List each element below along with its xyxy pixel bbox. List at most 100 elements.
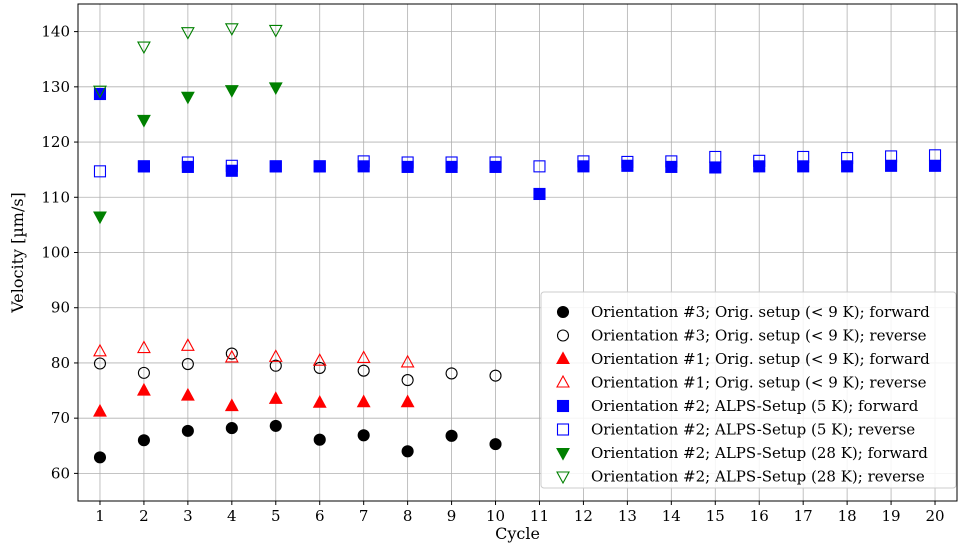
x-tick-label: 15 xyxy=(706,507,725,525)
data-point xyxy=(137,434,150,447)
data-point xyxy=(93,211,107,225)
data-point xyxy=(709,161,722,174)
data-point xyxy=(313,160,326,173)
data-point xyxy=(885,150,898,163)
data-point xyxy=(928,159,942,172)
data-point xyxy=(93,165,107,178)
data-point xyxy=(313,361,326,374)
x-tick-label: 8 xyxy=(403,507,413,525)
y-tick-label: 90 xyxy=(51,299,70,317)
legend-entry: Orientation #1; Orig. setup (< 9 K); rev… xyxy=(556,374,927,392)
data-point xyxy=(445,160,458,173)
series-2 xyxy=(93,347,502,387)
legend-label: Orientation #2; ALPS-Setup (28 K); forwa… xyxy=(591,444,928,462)
data-point xyxy=(268,24,283,38)
legend-label: Orientation #1; Orig. setup (< 9 K); rev… xyxy=(591,374,927,392)
data-point xyxy=(224,398,239,412)
y-tick-label: 80 xyxy=(51,354,70,372)
x-tick-label: 4 xyxy=(227,507,237,525)
data-point xyxy=(268,82,283,96)
y-tick-label: 100 xyxy=(41,244,70,262)
data-point xyxy=(224,23,239,36)
y-tick-label: 130 xyxy=(41,78,70,96)
data-point xyxy=(181,156,194,169)
data-point xyxy=(928,149,942,162)
data-point xyxy=(93,343,107,357)
data-point xyxy=(709,150,722,164)
x-tick-label: 5 xyxy=(271,507,281,525)
legend: Orientation #3; Orig. setup (< 9 K); for… xyxy=(540,291,957,489)
series-1 xyxy=(93,419,502,464)
data-point xyxy=(180,27,195,40)
data-point xyxy=(489,160,502,173)
x-tick-label: 2 xyxy=(139,507,149,525)
legend-marker xyxy=(556,423,570,436)
legend-entry: Orientation #2; ALPS-Setup (28 K); rever… xyxy=(556,468,925,486)
data-point xyxy=(93,451,107,464)
legend-label: Orientation #2; ALPS-Setup (5 K); forwar… xyxy=(591,397,919,415)
data-point xyxy=(136,340,151,354)
data-point xyxy=(400,394,415,408)
y-axis-label: Velocity [µm/s] xyxy=(8,192,27,314)
data-point xyxy=(136,41,151,55)
data-point xyxy=(137,160,150,173)
data-point xyxy=(489,369,502,382)
series-4 xyxy=(93,338,415,368)
data-point xyxy=(533,160,546,173)
data-point xyxy=(445,156,458,169)
data-point xyxy=(401,445,414,458)
data-point xyxy=(137,366,150,379)
legend-entry: Orientation #2; ALPS-Setup (5 K); revers… xyxy=(556,421,915,439)
data-point xyxy=(269,359,282,372)
series-3 xyxy=(93,382,415,417)
data-point xyxy=(356,350,371,364)
legend-box xyxy=(540,291,957,489)
data-point xyxy=(797,150,810,164)
legend-label: Orientation #3; Orig. setup (< 9 K); for… xyxy=(591,303,930,321)
data-point xyxy=(357,364,370,377)
data-point xyxy=(93,87,107,101)
x-tick-label: 11 xyxy=(530,507,549,525)
data-point xyxy=(401,160,414,173)
data-point xyxy=(313,160,326,173)
data-point xyxy=(400,354,415,368)
data-point xyxy=(489,156,502,169)
y-tick-label: 60 xyxy=(51,464,70,482)
legend-marker xyxy=(556,399,570,413)
legend-label: Orientation #2; ALPS-Setup (28 K); rever… xyxy=(591,468,925,486)
data-point xyxy=(225,347,238,360)
data-point xyxy=(181,424,194,437)
data-point xyxy=(401,156,414,169)
data-point xyxy=(445,429,458,442)
series-5 xyxy=(93,87,942,201)
x-tick-label: 19 xyxy=(882,507,901,525)
x-tick-label: 13 xyxy=(618,507,637,525)
x-tick-label: 12 xyxy=(574,507,593,525)
data-point xyxy=(312,353,327,366)
data-point xyxy=(533,187,546,201)
axis-ticks: 1 2 3 4 5 6 7 8 9 10 11 12 13 14 15 16 17 18 19 20607080901… xyxy=(41,23,944,525)
data-point xyxy=(357,429,370,442)
legend-entry: Orientation #3; Orig. setup (< 9 K); for… xyxy=(556,303,930,321)
y-tick-label: 120 xyxy=(41,133,70,151)
data-point xyxy=(445,367,458,380)
x-tick-label: 20 xyxy=(925,507,944,525)
legend-marker xyxy=(556,329,570,342)
data-point xyxy=(225,159,238,172)
x-tick-label: 10 xyxy=(486,507,505,525)
x-tick-label: 1 xyxy=(95,507,105,525)
data-point xyxy=(224,85,239,98)
series-7 xyxy=(93,82,283,225)
series-8 xyxy=(93,23,283,99)
data-point xyxy=(136,114,151,128)
data-point xyxy=(269,160,282,173)
data-point xyxy=(665,155,678,168)
legend-marker xyxy=(556,351,570,365)
data-point xyxy=(313,433,326,446)
data-point xyxy=(268,391,283,404)
data-point xyxy=(93,85,107,99)
legend-marker xyxy=(556,447,570,461)
x-tick-label: 7 xyxy=(359,507,369,525)
data-markers xyxy=(93,23,942,464)
data-point xyxy=(753,154,766,167)
